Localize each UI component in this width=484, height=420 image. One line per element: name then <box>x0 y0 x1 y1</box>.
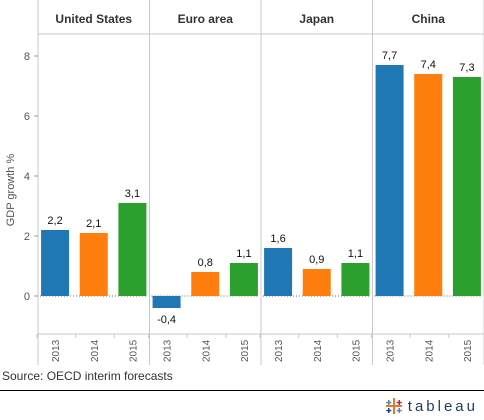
data-label: 0,9 <box>309 254 324 266</box>
bar <box>118 203 147 296</box>
x-tick-label: 2013 <box>386 339 397 362</box>
bar <box>152 296 181 308</box>
data-label: 2,2 <box>47 215 62 227</box>
panel-title: Japan <box>299 12 334 26</box>
y-tick-label: 2 <box>24 231 30 243</box>
data-label: 3,1 <box>125 188 140 200</box>
data-label: 2,1 <box>86 218 101 230</box>
bar <box>414 74 443 296</box>
bar <box>341 263 370 296</box>
x-tick-label: 2015 <box>351 339 362 362</box>
x-tick-label: 2014 <box>201 339 212 362</box>
data-label: 7,7 <box>382 50 397 62</box>
y-tick-label: 8 <box>24 51 30 63</box>
x-tick-label: 2014 <box>424 339 435 362</box>
bar <box>452 77 481 296</box>
data-label: 7,4 <box>421 59 436 71</box>
x-tick-label: 2013 <box>163 339 174 362</box>
tableau-brand[interactable]: tableau <box>384 396 478 416</box>
panel-title: China <box>412 12 446 26</box>
data-label: 0,8 <box>198 257 213 269</box>
bar <box>79 233 108 296</box>
data-label: -0,4 <box>157 314 176 326</box>
bar <box>41 230 70 296</box>
x-tick-label: 2013 <box>51 339 62 362</box>
y-tick-label: 4 <box>24 171 30 183</box>
bar <box>229 263 258 296</box>
y-axis-label: GDP growth % <box>5 154 17 227</box>
x-tick-label: 2014 <box>313 339 324 362</box>
x-tick-label: 2013 <box>274 339 285 362</box>
y-tick-label: 0 <box>24 291 30 303</box>
footer-divider <box>0 390 484 391</box>
bar <box>302 269 331 296</box>
x-tick-label: 2014 <box>90 339 101 362</box>
data-label: 1,6 <box>270 233 285 245</box>
panel-title: Euro area <box>178 12 234 26</box>
data-label: 7,3 <box>459 62 474 74</box>
data-label: 1,1 <box>236 248 251 260</box>
bar <box>375 65 404 296</box>
x-tick-label: 2015 <box>463 339 474 362</box>
tableau-logo-icon <box>385 398 402 414</box>
y-tick-label: 6 <box>24 111 30 123</box>
x-tick-label: 2015 <box>240 339 251 362</box>
panel-title: United States <box>55 12 132 26</box>
tableau-wordmark: tableau <box>407 397 478 415</box>
bar <box>264 248 293 296</box>
source-note: Source: OECD interim forecasts <box>2 369 173 383</box>
gdp-growth-chart: 0 2 4 6 8 GDP growth % United States 2,2 2013 2,1… <box>5 0 484 365</box>
bar <box>191 272 220 296</box>
data-label: 1,1 <box>348 248 363 260</box>
x-tick-label: 2015 <box>128 339 139 362</box>
